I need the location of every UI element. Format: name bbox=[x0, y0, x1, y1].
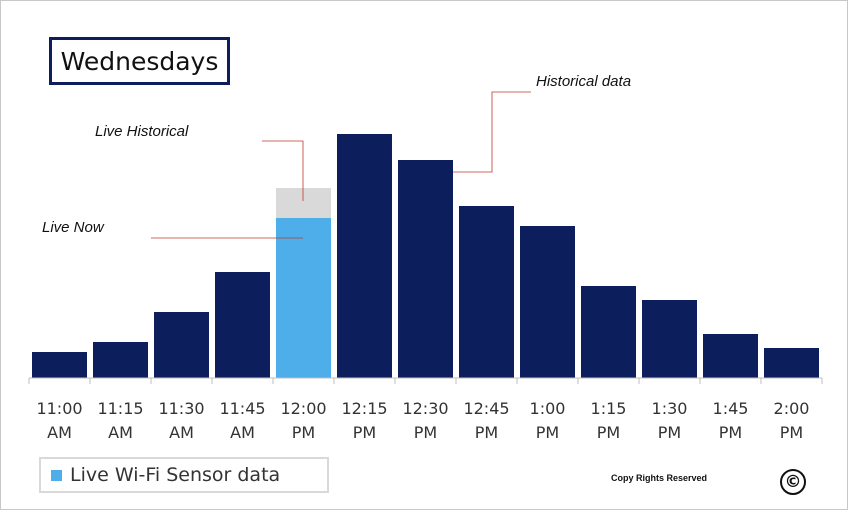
x-tick-label: AM bbox=[47, 423, 72, 442]
bar-historical bbox=[215, 272, 270, 378]
annotation-historical-data: Historical data bbox=[536, 73, 632, 90]
x-ticks-group bbox=[28, 378, 823, 384]
bar-historical bbox=[32, 352, 87, 378]
x-tick-label: PM bbox=[292, 423, 315, 442]
legend-label: Live Wi-Fi Sensor data bbox=[70, 464, 281, 486]
x-tick-label: PM bbox=[597, 423, 620, 442]
bar-historical bbox=[93, 342, 148, 378]
x-tick-label: PM bbox=[353, 423, 376, 442]
bar-historical bbox=[337, 134, 392, 378]
legend: Live Wi-Fi Sensor data bbox=[39, 457, 329, 493]
x-tick-label: 11:45 bbox=[219, 399, 265, 418]
x-tick-label: 11:00 bbox=[36, 399, 82, 418]
x-tick-label: 12:30 bbox=[402, 399, 448, 418]
x-tick-label: PM bbox=[414, 423, 437, 442]
annotation-leaders bbox=[151, 91, 531, 239]
bar-historical bbox=[581, 286, 636, 378]
bar-live-historical bbox=[276, 188, 331, 218]
bar-historical bbox=[154, 312, 209, 378]
x-tick-label: AM bbox=[169, 423, 194, 442]
x-tick-label: 1:45 bbox=[713, 399, 749, 418]
leader-live-historical bbox=[262, 140, 304, 201]
bar-historical bbox=[398, 160, 453, 378]
x-tick-label: 12:15 bbox=[341, 399, 387, 418]
bar-historical bbox=[703, 334, 758, 378]
chart-title-text: Wednesdays bbox=[60, 46, 219, 76]
x-tick-label: AM bbox=[108, 423, 133, 442]
annotation-live-now: Live Now bbox=[42, 219, 104, 236]
x-tick-label: PM bbox=[475, 423, 498, 442]
x-tick-label: 12:45 bbox=[463, 399, 509, 418]
bar-historical bbox=[520, 226, 575, 378]
leader-historical-data bbox=[453, 91, 531, 173]
x-tick-label: AM bbox=[230, 423, 255, 442]
x-tick-label: 2:00 bbox=[774, 399, 810, 418]
x-tick-label: PM bbox=[658, 423, 681, 442]
bar-historical bbox=[459, 206, 514, 378]
x-tick-label: PM bbox=[536, 423, 559, 442]
x-tick-label: 11:30 bbox=[158, 399, 204, 418]
x-tick-label: 11:15 bbox=[97, 399, 143, 418]
copyright-icon: © bbox=[780, 469, 806, 495]
chart-title: Wednesdays bbox=[49, 37, 230, 85]
x-tick-label: PM bbox=[719, 423, 742, 442]
bars-group bbox=[32, 134, 819, 378]
bar-live-now bbox=[276, 218, 331, 378]
legend-swatch-live bbox=[51, 469, 62, 481]
x-tick-label: 1:15 bbox=[591, 399, 627, 418]
annotation-live-historical: Live Historical bbox=[95, 123, 189, 140]
bar-historical bbox=[764, 348, 819, 378]
copyright-text: Copy Rights Reserved bbox=[611, 473, 708, 483]
bar-historical bbox=[642, 300, 697, 378]
x-labels-group: 11:00 AM 11:15 AM 11:30 AM 11:45 AM 12:00 PM 12:15… bbox=[36, 399, 809, 442]
x-tick-label: 1:30 bbox=[652, 399, 688, 418]
x-tick-label: 12:00 bbox=[280, 399, 326, 418]
x-tick-label: 1:00 bbox=[530, 399, 566, 418]
x-tick-label: PM bbox=[780, 423, 803, 442]
